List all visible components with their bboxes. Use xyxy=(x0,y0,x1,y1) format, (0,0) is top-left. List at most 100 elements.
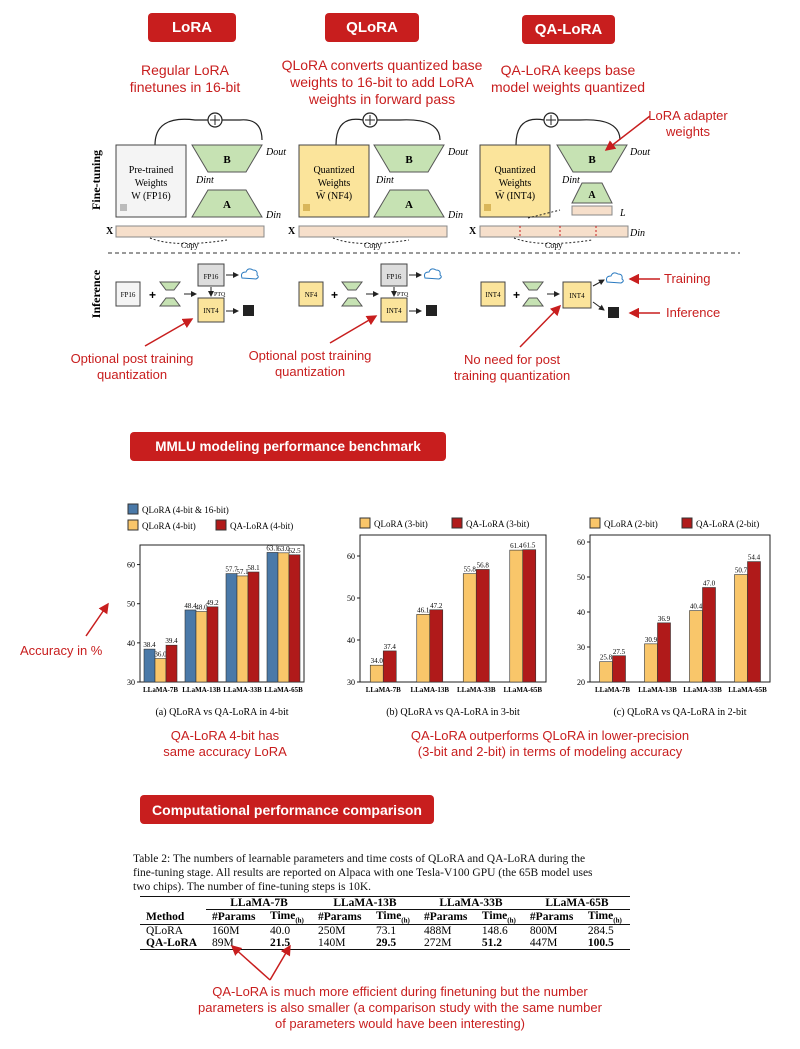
bar-value-label: 62.5 xyxy=(288,547,301,555)
bar-value-label: 49.2 xyxy=(206,599,219,607)
category-label: LLaMA-13B xyxy=(182,686,221,694)
caption-line1: Table 2: The numbers of learnable parame… xyxy=(133,853,586,865)
note-low-line1: QA-LoRA outperforms QLoRA in lower-preci… xyxy=(410,728,690,743)
qlora-b-matrix xyxy=(373,144,445,173)
legend-swatch xyxy=(359,517,371,529)
time-header-text: Time xyxy=(587,910,614,922)
lora-inference-row: FP16 + FP16 PTQ INT4 xyxy=(115,263,259,323)
lora-weight-box xyxy=(115,144,187,218)
mmlu-charts: 30 40 50 60 38.4 36.0 39.4 LLaMA-7B 48.448.049.2… xyxy=(127,503,771,718)
bar xyxy=(644,643,658,683)
l-label: L xyxy=(619,208,626,219)
bar-value-label: 34.0 xyxy=(371,657,384,665)
qlora-title: QLoRA xyxy=(346,19,398,36)
time-arrow xyxy=(269,944,291,981)
model-header: LLaMA-65B xyxy=(523,896,630,910)
bar-value-label: 61.4 xyxy=(510,542,523,550)
cloud-icon xyxy=(241,268,259,280)
dout-label: Dout xyxy=(447,147,468,158)
category-label: LLaMA-33B xyxy=(457,686,496,694)
table-note-arrows xyxy=(230,944,291,981)
lora-a-matrix xyxy=(191,189,263,218)
qalora-weight-box xyxy=(479,144,551,218)
qlora-box-line1: Quantized xyxy=(313,165,354,176)
y-tick-label: 20 xyxy=(577,678,585,687)
cell: 284.5 xyxy=(587,925,614,938)
qalora-finetune-block: Quantized Weights W̃ (INT4) B A Dout Din… xyxy=(469,112,650,250)
lora-box-line2: Weights xyxy=(135,178,168,189)
qalora-desc-line1: QA-LoRA keeps base xyxy=(500,62,636,78)
int4-label: INT4 xyxy=(203,307,219,315)
comp-note-line2: parameters is also smaller (a comparison… xyxy=(198,1000,602,1015)
din-label: Din xyxy=(629,228,645,239)
bar xyxy=(154,658,167,683)
y-tick-label: 50 xyxy=(577,573,585,582)
copy-label: Copy xyxy=(364,241,381,250)
dint-label: Dint xyxy=(561,175,580,186)
legend-swatch xyxy=(127,503,139,515)
cell: 160M xyxy=(212,925,240,938)
fp16-merged-label: FP16 xyxy=(387,273,402,281)
int4-box xyxy=(197,297,225,323)
legend-label: QA-LoRA (2-bit) xyxy=(696,519,759,529)
qlora-inf-note-line2: quantization xyxy=(274,364,346,379)
bar xyxy=(277,552,290,683)
bar xyxy=(416,614,431,683)
bar-value-label: 47.0 xyxy=(703,580,716,588)
bar xyxy=(734,574,748,683)
category-label: LLaMA-33B xyxy=(223,686,262,694)
bar-value-label: 55.8 xyxy=(464,566,477,574)
lora-inf-note-line2: quantization xyxy=(96,367,168,382)
cell: 272M xyxy=(423,937,452,950)
chip-icon xyxy=(426,305,437,316)
copy-label: Copy xyxy=(181,241,198,250)
qalora-box-line3: W̃ (INT4) xyxy=(495,189,535,202)
chart-title: (a) QLoRA vs QA-LoRA in 4-bit xyxy=(155,707,288,718)
qalora-a-matrix xyxy=(571,182,613,204)
category-label: LLaMA-33B xyxy=(683,686,722,694)
a-label: A xyxy=(405,199,413,211)
bar-value-label: 57.1 xyxy=(236,568,249,576)
y-tick-label: 60 xyxy=(347,552,355,561)
qalora-inference-note: No need for post training quantization xyxy=(432,352,592,384)
chip-icon xyxy=(608,307,619,318)
chart-title: (b) QLoRA vs QA-LoRA in 3-bit xyxy=(386,707,520,718)
cloud-icon xyxy=(424,268,442,280)
y-tick-label: 30 xyxy=(127,678,135,687)
bar-value-label: 36.9 xyxy=(658,615,671,623)
time-header: Time(h) xyxy=(370,910,418,925)
lora-description: Regular LoRA finetunes in 16-bit xyxy=(100,62,270,96)
qlora-inference-row: NF4 + FP16 PTQ INT4 xyxy=(298,263,442,323)
bar-value-label: 27.5 xyxy=(613,648,626,656)
qlora-inf-note-line1: Optional post training xyxy=(248,348,372,363)
qlora-desc-line1: QLoRA converts quantized base xyxy=(281,57,483,73)
chart-frame xyxy=(359,534,547,683)
nf4-label: NF4 xyxy=(305,291,318,299)
qlora-inference-note: Optional post training quantization xyxy=(230,348,390,380)
bar-value-label: 25.8 xyxy=(600,654,613,662)
bar xyxy=(689,610,703,683)
qlora-weight-box xyxy=(298,144,370,218)
lora-note-arrow xyxy=(144,318,194,347)
bar xyxy=(195,611,208,683)
bar xyxy=(247,571,260,683)
bar-value-label: 56.8 xyxy=(477,561,490,569)
bar xyxy=(143,648,156,683)
fp16-merged-box xyxy=(380,263,408,287)
bar xyxy=(747,561,761,683)
fp16-box xyxy=(115,281,141,307)
cell: 40.0 xyxy=(269,925,291,938)
bar xyxy=(382,650,397,683)
lock-icon xyxy=(484,204,491,211)
cell: 51.2 xyxy=(481,937,503,950)
lora-desc-line2: finetunes in 16-bit xyxy=(129,79,241,95)
method-cell: QA-LoRA xyxy=(146,937,198,950)
table-row: QLoRA 160M 40.0 250M 73.1 488M 148.6 800… xyxy=(140,924,630,938)
cell: 488M xyxy=(423,925,452,938)
params-header: #Params xyxy=(529,911,574,924)
bar-value-label: 63.0 xyxy=(277,545,290,553)
bar-value-label: 48.4 xyxy=(184,602,197,610)
time-header: Time(h) xyxy=(476,910,524,925)
table-caption: Table 2: The numbers of learnable parame… xyxy=(133,852,673,894)
chart-title: (c) QLoRA vs QA-LoRA in 2-bit xyxy=(613,707,746,718)
